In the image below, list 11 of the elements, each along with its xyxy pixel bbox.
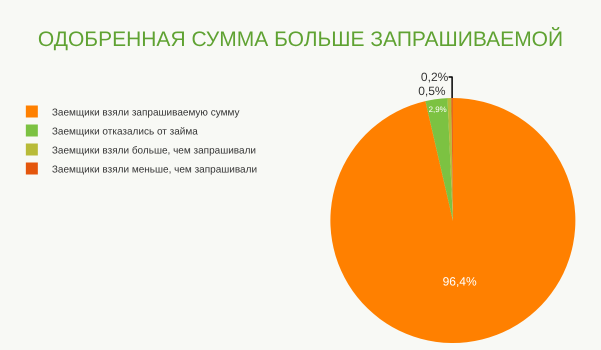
chart-title: ОДОБРЕННАЯ СУММА БОЛЬШЕ ЗАПРАШИВАЕМОЙ bbox=[38, 26, 564, 51]
legend-label: Заемщики взяли больше, чем запрашивали bbox=[52, 145, 256, 156]
data-label: 0,2% bbox=[420, 70, 449, 84]
data-label: 96,4% bbox=[442, 274, 477, 288]
pie-slice bbox=[425, 98, 453, 220]
data-label: 0,5% bbox=[418, 84, 446, 98]
legend-label: Заемщики отказались от займа bbox=[52, 126, 198, 138]
pie-slice bbox=[330, 98, 576, 343]
legend-label: Заемщики взяли запрашиваемую сумму bbox=[52, 107, 240, 118]
legend-label: Заемщики взяли меньше, чем запрашивали bbox=[52, 164, 258, 176]
pie-slice bbox=[447, 98, 453, 220]
